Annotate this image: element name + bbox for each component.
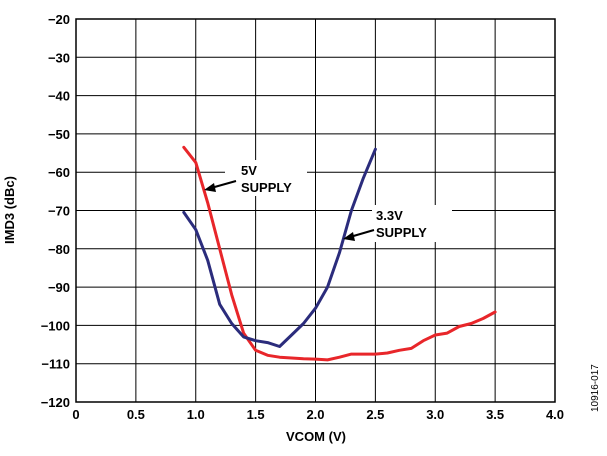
x-tick-label: 1.5 [247,407,265,422]
y-tick-label: −80 [48,242,70,257]
y-tick-label: −60 [48,165,70,180]
x-tick-label: 0.5 [127,407,145,422]
annotation-5v-supply-label: SUPPLY [241,180,292,195]
figure-id: 10916-017 [590,364,601,412]
y-tick-label: −30 [48,50,70,65]
grid [76,19,555,402]
x-tick-label: 3.0 [426,407,444,422]
y-axis-title: IMD3 (dBc) [2,176,17,244]
x-tick-label: 0 [72,407,79,422]
x-tick-label: 2.0 [306,407,324,422]
x-tick-label: 1.0 [187,407,205,422]
annotation-3v3-arrowhead [343,232,355,241]
series-layer [182,145,497,362]
plot-frame [75,18,556,403]
annotation-3v3-supply: 3.3V SUPPLY [343,205,452,242]
x-tick-labels: 0 0.5 1.0 1.5 2.0 2.5 3.0 3.5 4.0 [72,407,564,422]
annotation-5v-supply: 5V SUPPLY [204,160,307,196]
annotation-3v3-supply-label: SUPPLY [376,225,427,240]
annotation-3v3-label: 3.3V [376,208,403,223]
x-tick-label: 2.5 [366,407,384,422]
y-tick-label: −50 [48,127,70,142]
annotation-5v-label: 5V [241,163,257,178]
x-tick-label: 4.0 [546,407,564,422]
y-tick-label: −100 [41,318,70,333]
series-line-3v3-supply [182,147,377,348]
y-tick-labels: −20 −30 −40 −50 −60 −70 −80 −90 −100 −110 −120 [41,12,70,410]
annotation-3v3-arrow-shaft [349,229,375,238]
y-tick-label: −90 [48,280,70,295]
x-axis-title: VCOM (V) [286,429,346,444]
y-tick-label: −40 [48,89,70,104]
y-tick-label: −20 [48,12,70,27]
x-tick-label: 3.5 [486,407,504,422]
annotation-5v-arrow-shaft [210,180,237,189]
series-line-5v-supply [182,145,497,362]
y-tick-label: −110 [41,357,70,372]
y-tick-label: −70 [48,204,70,219]
annotation-5v-arrowhead [204,183,216,192]
y-tick-label: −120 [41,395,70,410]
